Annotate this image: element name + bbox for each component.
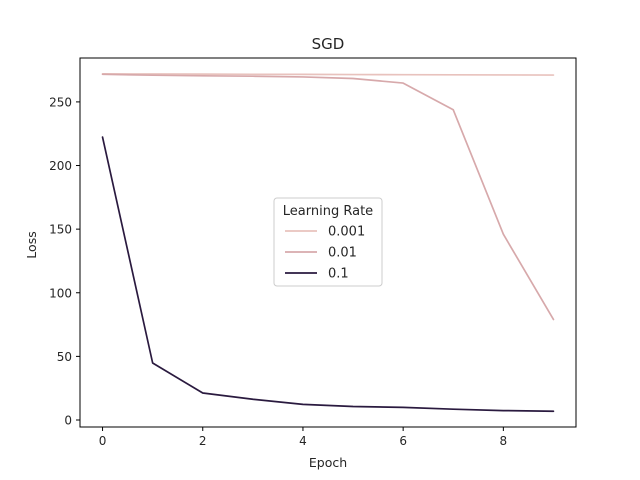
- chart-title: SGD: [312, 35, 345, 53]
- axes-frame: [79, 57, 577, 428]
- y-tick-label: 200: [49, 159, 72, 173]
- legend-title: Learning Rate: [283, 204, 373, 219]
- legend-label: 0.001: [328, 225, 365, 240]
- x-tick-label: 0: [99, 434, 107, 448]
- axes: 0 2 4 6 8 0 50 100 150 200 250: [49, 57, 577, 448]
- series-line-0-01: [101, 73, 555, 321]
- y-tick-label: 100: [49, 286, 72, 300]
- y-tick-label: 250: [49, 95, 72, 109]
- series-line-0-001: [101, 73, 555, 76]
- series-line-0-1: [101, 136, 555, 413]
- legend-label: 0.01: [328, 246, 357, 261]
- legend: Learning Rate 0.001 0.01 0.1: [273, 197, 383, 287]
- x-axis-label: Epoch: [309, 455, 347, 470]
- x-tick-label: 4: [299, 434, 307, 448]
- y-tick-label: 150: [49, 223, 72, 237]
- legend-label: 0.1: [328, 267, 349, 282]
- y-tick-label: 0: [64, 414, 72, 428]
- y-axis-label: Loss: [24, 231, 39, 258]
- plot-area: [101, 73, 555, 413]
- legend-box: [273, 197, 383, 287]
- x-tick-label: 8: [500, 434, 508, 448]
- y-tick-label: 50: [57, 350, 72, 364]
- x-tick-label: 6: [399, 434, 407, 448]
- x-tick-label: 2: [199, 434, 207, 448]
